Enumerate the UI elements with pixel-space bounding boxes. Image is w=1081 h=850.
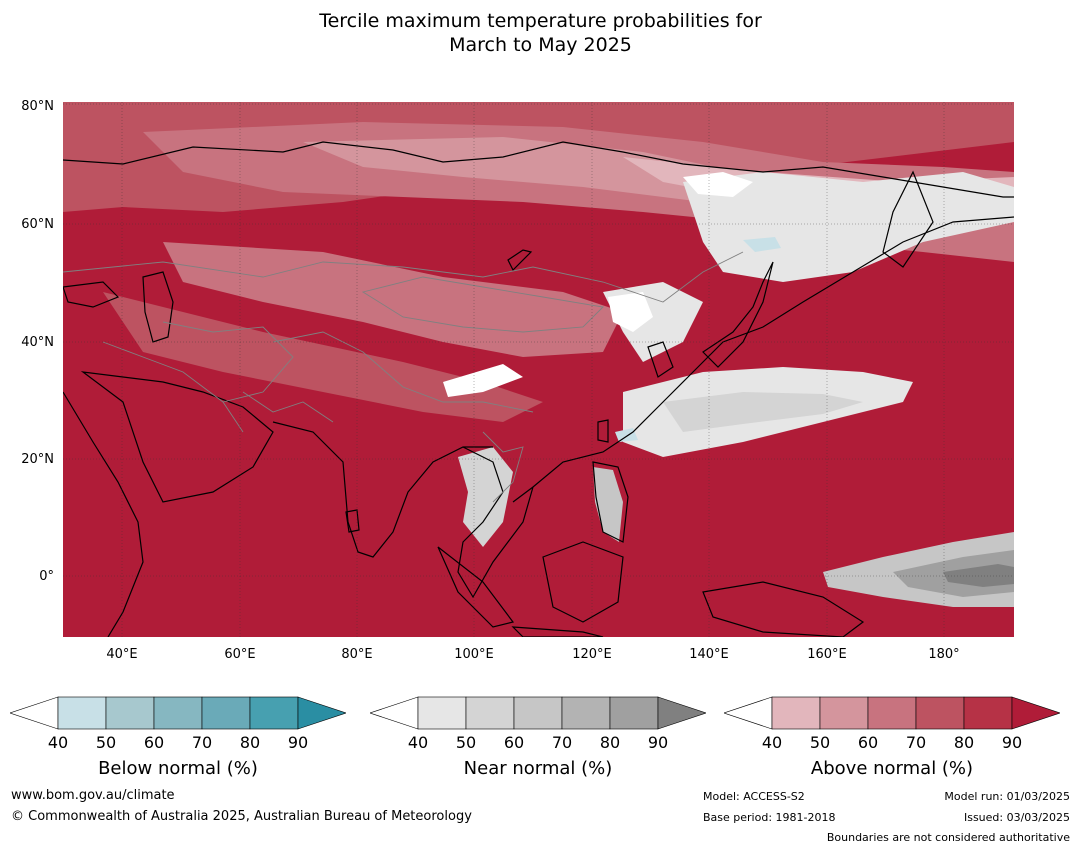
- footer-copyright: © Commonwealth of Australia 2025, Austra…: [11, 809, 472, 824]
- border-indochina: [482, 431, 524, 503]
- near-tick-60: 60: [503, 733, 525, 752]
- near-tick-80: 80: [599, 733, 621, 752]
- above-normal-label: Above normal (%): [810, 758, 974, 779]
- probability-map: [63, 102, 1014, 637]
- footer-disclaimer: Boundaries are not considered authoritat…: [826, 831, 1070, 844]
- near-tick-50: 50: [455, 733, 477, 752]
- coast-java: [511, 626, 604, 637]
- coast-borneo: [542, 541, 624, 623]
- above-tick-50: 50: [809, 733, 831, 752]
- lon-label-100e: 100°E: [454, 647, 494, 662]
- border-middle-east: [102, 341, 244, 433]
- colorbar-above-normal: [724, 696, 1060, 730]
- footer-issued: Issued: 03/03/2025: [963, 811, 1070, 824]
- white-spot-tibet: [443, 364, 523, 397]
- above-60-zone-central: [163, 242, 623, 357]
- below-tick-50: 50: [95, 733, 117, 752]
- footer-model-run: Model run: 01/03/2025: [944, 790, 1070, 803]
- border-central-asia: [162, 321, 294, 403]
- coast-sri-lanka: [345, 509, 360, 533]
- lat-label-0: 0°: [39, 569, 54, 584]
- coast-japan: [702, 261, 774, 368]
- coast-caspian: [142, 271, 174, 343]
- lat-label-60n: 60°N: [21, 217, 54, 232]
- footer-model: Model: ACCESS-S2: [703, 790, 805, 803]
- white-spot-siberia: [683, 172, 753, 197]
- colorbar-below-normal: [10, 696, 346, 730]
- above-tick-70: 70: [905, 733, 927, 752]
- near-tick-90: 90: [647, 733, 669, 752]
- above-tick-90: 90: [1001, 733, 1023, 752]
- above-tick-80: 80: [953, 733, 975, 752]
- footer-base-period: Base period: 1981-2018: [703, 811, 836, 824]
- coast-baikal: [507, 249, 533, 272]
- below-tick-70: 70: [191, 733, 213, 752]
- near-tick-40: 40: [407, 733, 429, 752]
- above-tick-60: 60: [857, 733, 879, 752]
- coast-korea: [647, 341, 674, 378]
- lon-label-40e: 40°E: [106, 647, 138, 662]
- below-tick-80: 80: [239, 733, 261, 752]
- near-normal-philippines: [593, 467, 623, 542]
- lon-label-60e: 60°E: [224, 647, 256, 662]
- lon-label-120e: 120°E: [572, 647, 612, 662]
- near-normal-south-pacific-max: [943, 564, 1014, 587]
- below-normal-patch-manchuria: [743, 237, 781, 252]
- map-title-line2: March to May 2025: [449, 34, 632, 56]
- lon-label-80e: 80°E: [341, 647, 373, 662]
- coast-black-sea: [63, 281, 120, 308]
- lat-label-80n: 80°N: [21, 99, 54, 114]
- coast-arabia: [80, 371, 274, 503]
- below-tick-60: 60: [143, 733, 165, 752]
- footer-url: www.bom.gov.au/climate: [11, 788, 175, 803]
- border-mongolia: [361, 276, 604, 333]
- coast-india: [272, 421, 493, 558]
- above-70-zone-central: [103, 292, 543, 422]
- coast-taiwan: [597, 419, 609, 443]
- map-title-line1: Tercile maximum temperature probabilitie…: [319, 10, 762, 32]
- near-tick-70: 70: [551, 733, 573, 752]
- coast-kamchatka: [882, 170, 934, 268]
- white-spot-ne-china: [608, 292, 653, 332]
- lon-label-180: 180°: [928, 647, 960, 662]
- near-normal-pacific-core: [663, 392, 863, 432]
- below-normal-patch-pacific: [615, 428, 638, 442]
- below-tick-40: 40: [47, 733, 69, 752]
- coast-arctic: [63, 141, 1014, 198]
- coast-new-guinea: [702, 581, 865, 637]
- coast-philippines: [592, 461, 629, 543]
- lon-label-160e: 160°E: [807, 647, 847, 662]
- border-russia-south: [63, 251, 744, 303]
- lat-label-20n: 20°N: [21, 452, 54, 467]
- below-normal-label: Below normal (%): [98, 758, 258, 779]
- near-normal-label: Near normal (%): [463, 758, 613, 779]
- lat-label-40n: 40°N: [21, 335, 54, 350]
- above-tick-40: 40: [761, 733, 783, 752]
- near-normal-indochina: [458, 447, 513, 547]
- coast-sumatra: [437, 546, 515, 628]
- lon-label-140e: 140°E: [689, 647, 729, 662]
- below-tick-90: 90: [287, 733, 309, 752]
- colorbar-near-normal: [370, 696, 706, 730]
- near-normal-ne-asia: [683, 172, 1014, 282]
- coast-indochina: [457, 446, 534, 599]
- border-china-west: [272, 331, 534, 413]
- coast-red-sea-africa: [63, 391, 144, 637]
- border-india-pakistan: [242, 391, 334, 423]
